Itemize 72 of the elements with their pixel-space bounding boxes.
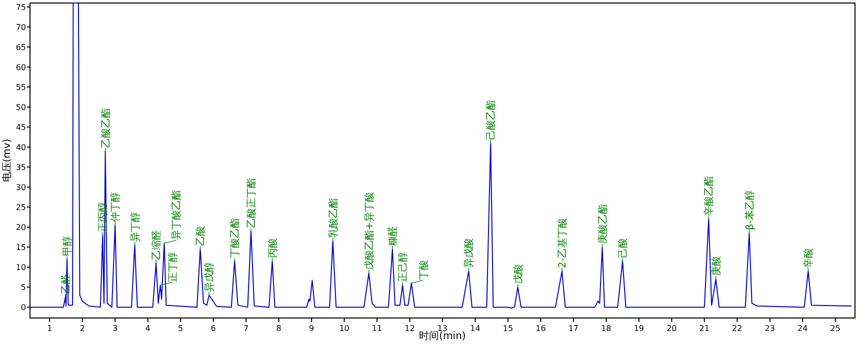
x-tick-label: 12 [404,324,415,333]
annotation: 庚酸乙酯 [596,204,609,244]
annotation: 戊酸乙酯+异丁酸 [363,192,376,270]
annotation: 庚酸 [710,256,722,276]
y-tick-label: 45 [16,123,26,132]
x-tick-label: 21 [699,324,710,333]
annotation: 乙酸正丁酯 [245,178,258,228]
y-tick-label: 30 [16,183,26,192]
annotation: 戊酸 [512,264,524,284]
x-tick-label: 15 [502,324,514,333]
annotation: 异丁醇 [129,212,142,242]
x-tick-label: 14 [470,324,480,333]
x-tick-label: 7 [244,324,249,333]
y-tick-label: 5 [20,283,26,292]
annotation: 丙酸 [266,238,279,258]
x-tick-label: 25 [830,324,840,333]
y-tick-label: 0 [20,303,26,312]
annotation: 正丙醇 [97,202,110,232]
annotation: 乙酸乙酯 [100,108,112,148]
x-tick-label: 24 [798,324,808,333]
y-tick-label: 50 [16,103,26,112]
annotation: 正己醇 [397,252,410,282]
y-tick-label: 65 [16,43,26,52]
annotation: 乙酸 [194,226,207,246]
annotation: β-苯乙醇 [744,190,756,230]
y-tick-label: 60 [16,63,26,72]
annotation: 乙缩醛 [150,230,163,260]
y-tick-label: 15 [16,243,26,252]
x-tick-label: 6 [210,324,216,333]
y-tick-label: 40 [16,143,26,152]
x-tick-label: 9 [309,324,314,333]
x-tick-label: 18 [601,324,612,333]
x-tick-label: 17 [568,324,579,333]
x-tick-label: 3 [112,324,118,333]
y-tick-label: 20 [16,223,26,232]
x-axis-title: 时间(min) [419,330,466,342]
x-tick-label: 22 [732,324,742,333]
annotation: 2-乙基丁酸 [556,218,568,268]
annotation: 丁酸乙酯 [229,218,242,258]
annotation: 异丁酸乙酯 [170,190,183,240]
y-tick-label: 75 [16,3,26,12]
x-tick-label: 10 [339,324,350,333]
y-tick-label: 55 [16,83,26,92]
x-tick-label: 23 [764,324,775,333]
x-tick-label: 11 [372,324,382,333]
annotation: 丁酸 [418,260,430,280]
x-tick-label: 20 [666,324,677,333]
annotation: 辛酸乙酯 [703,176,716,216]
y-tick-label: 25 [16,203,26,212]
annotation: 辛酸 [802,248,815,268]
x-tick-label: 4 [145,324,150,333]
annotation: 异戊酸 [463,238,476,268]
y-tick-label: 10 [16,263,26,272]
x-tick-label: 1 [47,324,52,333]
y-tick-label: 35 [16,163,26,172]
x-tick-label: 8 [276,324,282,333]
annotation: 己酸 [617,238,630,258]
x-tick-label: 2 [80,324,85,333]
x-tick-label: 16 [536,324,546,333]
y-tick-label: 70 [16,23,26,32]
annotation: 乳酸乙酯 [327,198,340,238]
x-tick-label: 13 [437,324,448,333]
annotation: 甲醇 [61,236,74,256]
annotation: 己酸乙酯 [485,100,498,140]
annotation: 异戊醇 [204,262,216,292]
x-tick-label: 5 [178,324,184,333]
annotation: 正丁醇 [166,252,179,282]
annotation: 仲丁醇 [110,192,122,222]
x-tick-label: 19 [634,324,644,333]
y-axis-title: 电压(mv) [1,138,13,182]
annotation: 乙醛 [60,274,72,294]
annotation: 糠醛 [386,226,399,246]
